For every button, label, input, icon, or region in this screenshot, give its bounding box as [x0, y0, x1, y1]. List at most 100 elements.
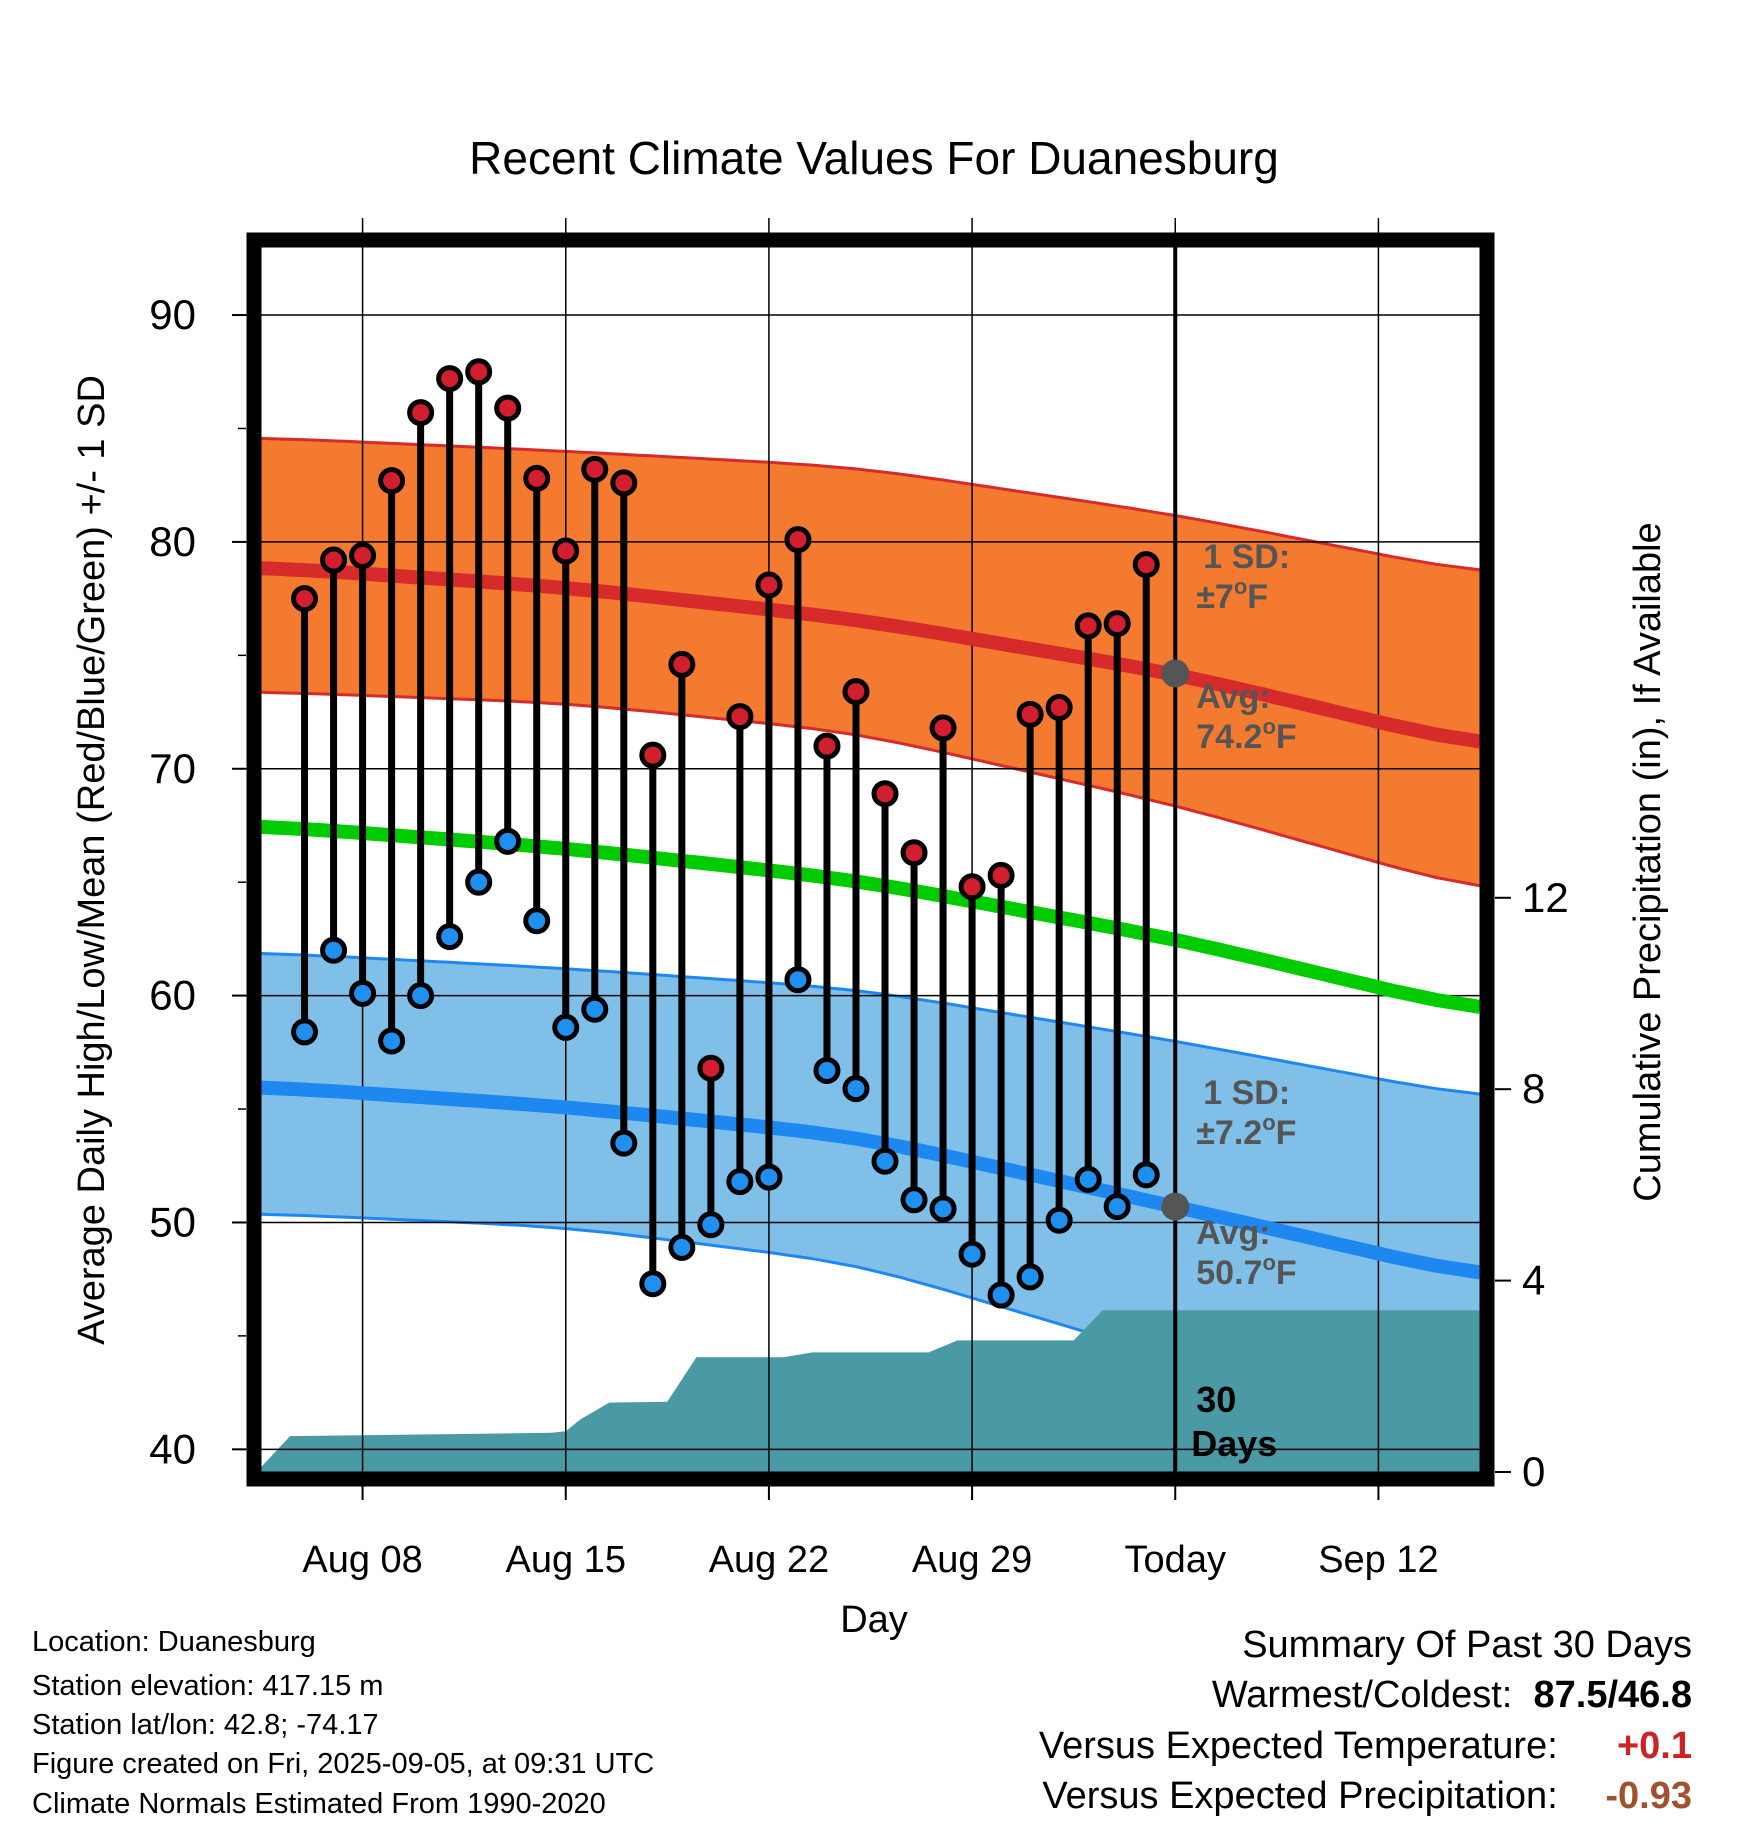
y-axis-label: Average Daily High/Low/Mean (Red/Blue/Gr…: [71, 375, 113, 1345]
daily-high-point: [842, 678, 870, 706]
daily-high-point: [1074, 612, 1102, 640]
daily-high-point: [871, 780, 899, 808]
summary-extremes: Warmest/Coldest: 87.5/46.8: [1211, 1674, 1692, 1716]
daily-low-point: [1016, 1263, 1044, 1291]
y-tick-label: 90: [149, 291, 196, 338]
y2-axis-label: Cumulative Precipitation (in), If Availa…: [1627, 522, 1669, 1201]
sd-value: ±7.2oF: [1196, 1110, 1296, 1152]
precip-label: Versus Expected Precipitation:: [1042, 1775, 1558, 1817]
x-tick-label: Aug 22: [709, 1539, 829, 1581]
x-tick-label: Aug 15: [506, 1539, 626, 1581]
high-sd-band: [261, 438, 1480, 886]
daily-low-point: [523, 907, 551, 935]
daily-low-point: [552, 1013, 580, 1041]
daily-high-point: [929, 714, 957, 742]
daily-high-point: [987, 861, 1015, 889]
daily-low-point: [407, 982, 435, 1010]
x-tick-label: Aug 29: [912, 1539, 1032, 1581]
daily-high-point: [1132, 551, 1160, 579]
y-tick-label: 70: [149, 745, 196, 792]
daily-low-point: [871, 1147, 899, 1175]
daily-high-point: [378, 467, 406, 495]
normals-text: Climate Normals Estimated From 1990-2020: [32, 1788, 606, 1820]
elevation-text: Station elevation: 417.15 m: [32, 1670, 384, 1702]
temp-label: Versus Expected Temperature:: [1038, 1725, 1558, 1767]
daily-high-point: [494, 394, 522, 422]
daily-high-point: [1045, 694, 1073, 722]
series-avg-high: [260, 561, 1482, 749]
plot-area: Aug 08 Aug 15 Aug 22 Aug 29 Today Sep 1240506…: [149, 218, 1569, 1581]
daily-low-point: [987, 1281, 1015, 1309]
daily-low-point: [784, 966, 812, 994]
window-label-unit: Days: [1191, 1423, 1277, 1464]
window-label-number: 30: [1196, 1379, 1236, 1420]
daily-low-point: [1103, 1193, 1131, 1221]
daily-low-point: [1132, 1161, 1160, 1189]
daily-low-point: [842, 1075, 870, 1103]
daily-low-point: [1045, 1206, 1073, 1234]
daily-low-point: [1074, 1165, 1102, 1193]
daily-low-point: [813, 1056, 841, 1084]
daily-high-point: [349, 542, 377, 570]
daily-low-point: [668, 1233, 696, 1261]
y2-tick-label: 12: [1522, 874, 1569, 921]
y2-tick-label: 4: [1522, 1257, 1545, 1304]
daily-high-point: [813, 732, 841, 760]
summary-title: Summary Of Past 30 Days: [1242, 1624, 1692, 1666]
today-avg-low-marker: [1161, 1192, 1190, 1221]
daily-high-point: [784, 526, 812, 554]
y-tick-label: 80: [149, 518, 196, 565]
latlon-text: Station lat/lon: 42.8; -74.17: [32, 1709, 379, 1741]
avg-label: Avg:: [1196, 1214, 1270, 1252]
series-avg-low: [260, 1080, 1482, 1280]
daily-low-point: [465, 868, 493, 896]
daily-high-point: [291, 585, 319, 613]
plot-frame: [246, 232, 1495, 1487]
daily-high-point: [320, 546, 348, 574]
daily-low-point: [726, 1168, 754, 1196]
daily-high-point: [668, 650, 696, 678]
daily-low-point: [436, 923, 464, 951]
avg-value: 74.2oF: [1196, 714, 1296, 756]
avg-value: 50.7oF: [1196, 1250, 1296, 1292]
daily-low-point: [349, 979, 377, 1007]
series-avg-mean: [260, 819, 1482, 1014]
daily-high-point: [436, 365, 464, 393]
daily-low-point: [639, 1270, 667, 1298]
daily-low-point: [755, 1163, 783, 1191]
daily-high-point: [639, 741, 667, 769]
created-text: Figure created on Fri, 2025-09-05, at 09…: [32, 1748, 655, 1780]
daily-low-point: [378, 1027, 406, 1055]
daily-high-point: [523, 464, 551, 492]
daily-high-point: [697, 1054, 725, 1082]
today-avg-high-marker: [1161, 659, 1190, 688]
cumulative-precip-area: [261, 1310, 1480, 1472]
warmest-value: 87.5: [1533, 1674, 1608, 1716]
x-tick-label: Today: [1125, 1539, 1226, 1581]
summary-temperature: Versus Expected Temperature: +0.1: [1039, 1727, 1692, 1765]
daily-high-point: [581, 455, 609, 483]
x-tick-label: Aug 08: [302, 1539, 422, 1581]
low-sd-band-upper-edge: [260, 952, 1481, 1096]
avg-label: Avg:: [1196, 678, 1270, 716]
daily-high-point: [726, 703, 754, 731]
sd-value: ±7oF: [1196, 574, 1268, 616]
daily-low-point: [291, 1018, 319, 1046]
sd-label: 1 SD:: [1203, 538, 1290, 576]
daily-low-point: [610, 1129, 638, 1157]
daily-high-point: [552, 537, 580, 565]
y-tick-label: 50: [149, 1198, 196, 1245]
extremes-label: Warmest/Coldest:: [1211, 1674, 1513, 1716]
y2-tick-label: 8: [1522, 1065, 1545, 1112]
daily-high-point: [958, 873, 986, 901]
daily-low-point: [494, 827, 522, 855]
temp-anomaly-value: +0.1: [1616, 1725, 1692, 1767]
daily-low-point: [958, 1240, 986, 1268]
daily-low-point: [929, 1195, 957, 1223]
daily-high-point: [610, 469, 638, 497]
summary-precipitation: Versus Expected Precipitation: -0.93: [1042, 1777, 1692, 1815]
daily-high-point: [755, 571, 783, 599]
daily-high-point: [900, 839, 928, 867]
sd-label: 1 SD:: [1203, 1074, 1290, 1112]
